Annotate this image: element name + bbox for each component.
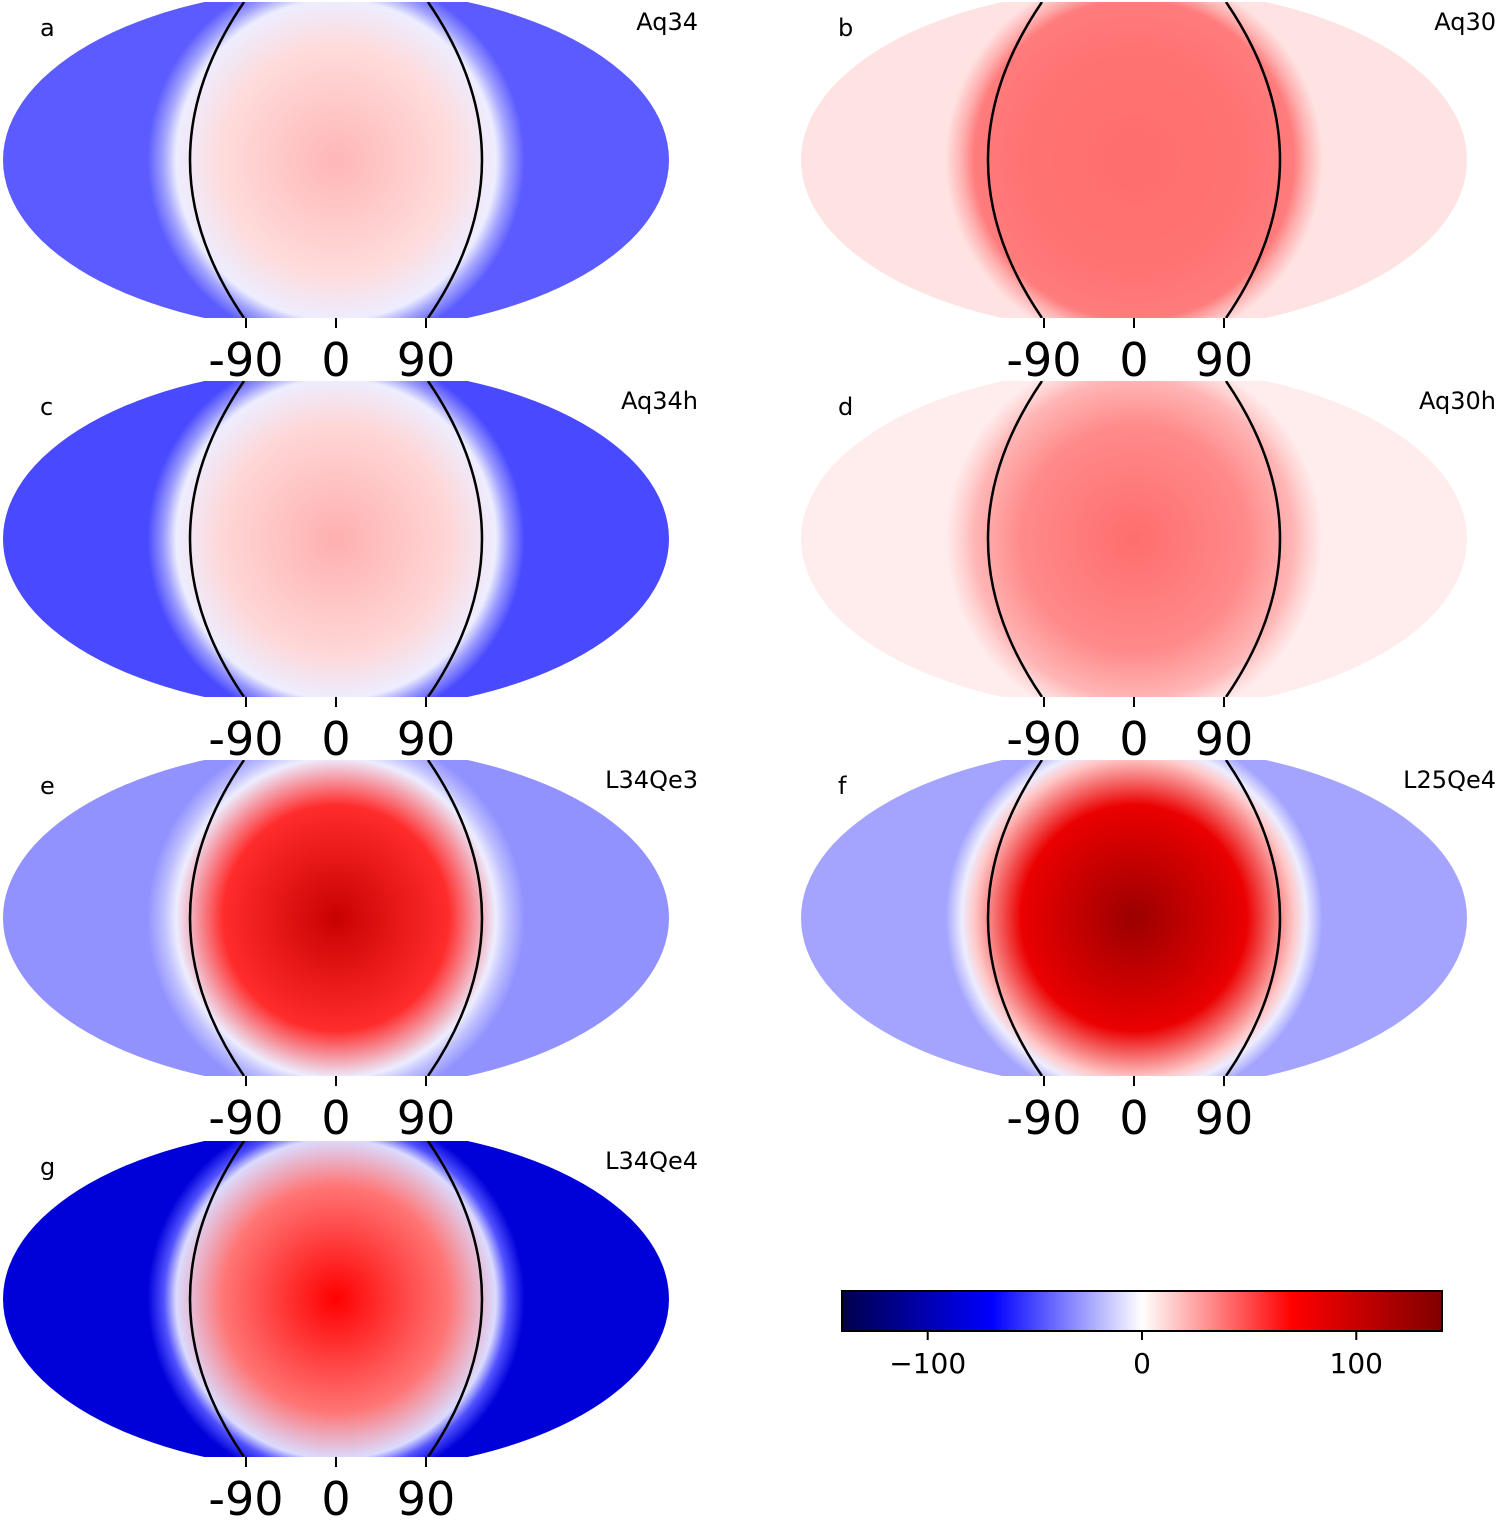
- heatmap-field-d: [801, 381, 1467, 697]
- terminator-line-e-east: [426, 760, 484, 1076]
- xtick-label-d: -90: [1006, 712, 1081, 766]
- panel-title-f: L25Qe4: [1403, 766, 1496, 794]
- xtick-label-d: 0: [1119, 712, 1148, 766]
- panel-title-d: Aq30h: [1419, 387, 1496, 415]
- xtick-label-e: 90: [397, 1091, 456, 1145]
- heatmap-field-f: [801, 760, 1467, 1076]
- panel-f: f L25Qe4 -90 0 90: [801, 760, 1496, 1145]
- terminator-line-c-east: [426, 381, 484, 697]
- heatmap-field-b: [801, 2, 1467, 318]
- panel-title-g: L34Qe4: [605, 1147, 698, 1175]
- xtick-label-g: -90: [208, 1472, 283, 1522]
- panel-letter-a: a: [40, 14, 55, 42]
- panel-letter-d: d: [838, 393, 853, 421]
- xtick-label-c: -90: [208, 712, 283, 766]
- panel-a: a Aq34 -90 0 90: [3, 2, 698, 387]
- xtick-label-b: -90: [1006, 333, 1081, 387]
- colorbar-tick-label: 100: [1330, 1347, 1383, 1380]
- xtick-label-d: 90: [1195, 712, 1254, 766]
- panel-b: b Aq30 -90 0 90: [801, 2, 1496, 387]
- terminator-line-f-east: [1224, 760, 1282, 1076]
- terminator-line-d-west: [986, 381, 1044, 697]
- xtick-label-f: 90: [1195, 1091, 1254, 1145]
- heatmap-field-c: [3, 381, 669, 697]
- colorbar-gradient: [841, 1290, 1443, 1332]
- panel-letter-b: b: [838, 14, 853, 42]
- colorbar-tick-label: −100: [889, 1347, 966, 1380]
- panel-d: d Aq30h -90 0 90: [801, 381, 1496, 766]
- panel-title-c: Aq34h: [621, 387, 698, 415]
- panel-title-b: Aq30: [1434, 8, 1496, 36]
- heatmap-field-g: [3, 1141, 669, 1457]
- terminator-line-c-west: [188, 381, 246, 697]
- panel-letter-g: g: [40, 1153, 55, 1181]
- colorbar-tick-label: 0: [1133, 1347, 1151, 1380]
- xtick-label-g: 0: [321, 1472, 350, 1522]
- xtick-label-c: 90: [397, 712, 456, 766]
- terminator-line-b-east: [1224, 2, 1282, 318]
- terminator-line-e-west: [188, 760, 246, 1076]
- heatmap-field-e: [3, 760, 669, 1076]
- xtick-label-a: 90: [397, 333, 456, 387]
- xtick-label-e: 0: [321, 1091, 350, 1145]
- xtick-label-g: 90: [397, 1472, 456, 1522]
- xtick-label-a: 0: [321, 333, 350, 387]
- xtick-label-f: 0: [1119, 1091, 1148, 1145]
- panel-title-e: L34Qe3: [605, 766, 698, 794]
- panel-c: c Aq34h -90 0 90: [3, 381, 698, 766]
- panel-e: e L34Qe3 -90 0 90: [3, 760, 698, 1145]
- terminator-line-a-west: [188, 2, 246, 318]
- xtick-label-c: 0: [321, 712, 350, 766]
- panel-letter-e: e: [40, 772, 55, 800]
- colorbar: −100 0 100: [841, 1290, 1443, 1380]
- xtick-label-b: 0: [1119, 333, 1148, 387]
- terminator-line-b-west: [986, 2, 1044, 318]
- panel-letter-c: c: [40, 393, 53, 421]
- terminator-line-a-east: [426, 2, 484, 318]
- terminator-line-d-east: [1224, 381, 1282, 697]
- xtick-label-a: -90: [208, 333, 283, 387]
- terminator-line-f-west: [986, 760, 1044, 1076]
- panel-title-a: Aq34: [636, 8, 698, 36]
- heatmap-field-a: [3, 2, 669, 318]
- panel-g: g L34Qe4 -90 0 90: [3, 1141, 698, 1522]
- terminator-line-g-west: [188, 1141, 246, 1457]
- xtick-label-b: 90: [1195, 333, 1254, 387]
- terminator-line-g-east: [426, 1141, 484, 1457]
- panel-letter-f: f: [838, 772, 847, 800]
- xtick-label-e: -90: [208, 1091, 283, 1145]
- xtick-label-f: -90: [1006, 1091, 1081, 1145]
